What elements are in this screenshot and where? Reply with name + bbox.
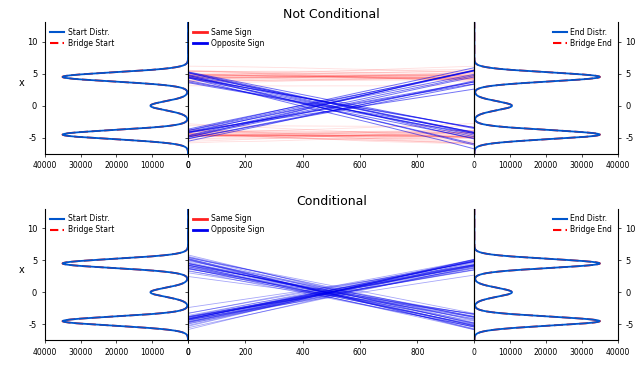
Legend: Start Distr., Bridge Start: Start Distr., Bridge Start	[49, 26, 116, 49]
Legend: Start Distr., Bridge Start: Start Distr., Bridge Start	[49, 213, 116, 236]
Legend: Same Sign, Opposite Sign: Same Sign, Opposite Sign	[192, 26, 266, 49]
Y-axis label: x: x	[18, 265, 24, 275]
Title: Not Conditional: Not Conditional	[283, 8, 380, 21]
Title: Conditional: Conditional	[296, 195, 367, 208]
Legend: End Distr., Bridge End: End Distr., Bridge End	[551, 213, 614, 236]
Legend: Same Sign, Opposite Sign: Same Sign, Opposite Sign	[192, 213, 266, 236]
Y-axis label: x: x	[18, 78, 24, 88]
Legend: End Distr., Bridge End: End Distr., Bridge End	[551, 26, 614, 49]
